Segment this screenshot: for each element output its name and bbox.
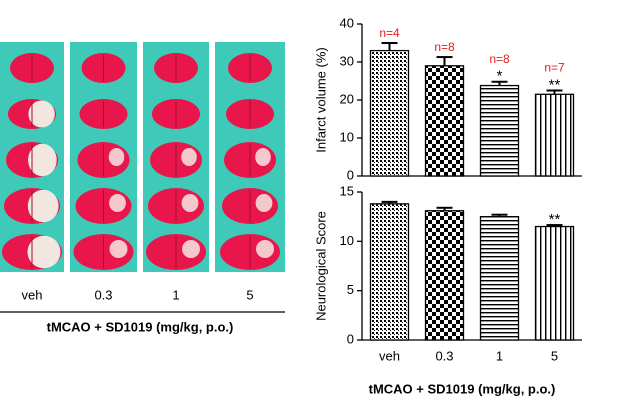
n-label: n=8 [489, 52, 510, 66]
infarct [28, 143, 57, 177]
significance-label: ** [549, 211, 561, 228]
infarct [181, 194, 199, 212]
panel-label: 1 [172, 287, 179, 302]
infarct [256, 240, 274, 258]
n-label: n=4 [379, 26, 400, 40]
significance-label: * [497, 68, 503, 85]
infarct [182, 240, 200, 258]
error-bar [381, 200, 398, 204]
bar [369, 203, 410, 341]
y-axis-label: Infarct volume (%) [313, 47, 328, 152]
n-label: n=7 [544, 61, 565, 75]
infarct [255, 194, 273, 212]
infarct [27, 189, 59, 223]
panel-label: 0.3 [94, 287, 112, 302]
infarct [108, 148, 125, 166]
infarct [255, 148, 271, 166]
infarct [27, 235, 61, 269]
y-tick-label: 20 [340, 91, 354, 106]
y-axis-label: Neurological Score [313, 211, 328, 321]
panel-caption: tMCAO + SD1019 (mg/kg, p.o.) [47, 319, 234, 334]
error-bar [546, 224, 563, 227]
infarct [109, 240, 128, 258]
error-bar [436, 206, 453, 211]
x-axis-label: tMCAO + SD1019 (mg/kg, p.o.) [369, 381, 556, 396]
y-tick-label: 0 [347, 167, 354, 182]
bar [424, 210, 465, 341]
error-bar [491, 213, 508, 217]
bar [534, 93, 575, 177]
error-bar [381, 42, 398, 51]
y-tick-label: 5 [347, 282, 354, 297]
error-bar [546, 89, 563, 95]
y-tick-label: 10 [340, 129, 354, 144]
bar [479, 216, 520, 341]
bar [424, 65, 465, 177]
x-tick-label: 5 [551, 348, 558, 363]
significance-label: ** [549, 76, 561, 93]
infarct [109, 194, 126, 212]
bar [534, 225, 575, 341]
panel-label: 5 [246, 287, 253, 302]
error-bar [491, 80, 508, 86]
n-label: n=8 [434, 40, 455, 54]
brain-slices-photo [0, 42, 285, 272]
y-tick-label: 0 [347, 331, 354, 346]
infarct [28, 100, 55, 128]
error-bar [436, 56, 453, 66]
x-tick-label: 1 [496, 348, 503, 363]
infarct [181, 148, 197, 166]
bar [479, 84, 520, 177]
x-tick-label: 0.3 [435, 348, 453, 363]
panel-label: veh [22, 287, 43, 302]
x-tick-label: veh [379, 348, 400, 363]
y-tick-label: 10 [340, 233, 354, 248]
y-tick-label: 40 [340, 15, 354, 30]
y-tick-label: 30 [340, 53, 354, 68]
y-tick-label: 15 [340, 183, 354, 198]
bar [369, 49, 410, 177]
